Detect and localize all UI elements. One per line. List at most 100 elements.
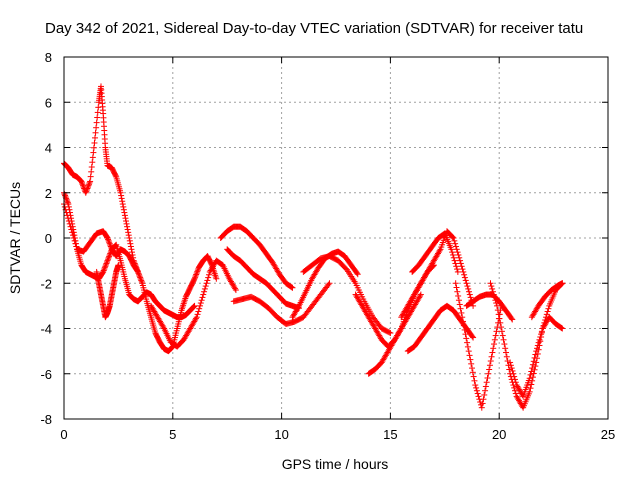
data-point [454, 268, 461, 275]
data-point [118, 192, 125, 199]
x-tick-label: 10 [274, 427, 288, 442]
data-point [509, 367, 516, 374]
data-point [533, 348, 540, 355]
data-point [503, 349, 509, 356]
data-points [61, 83, 566, 411]
data-point [466, 352, 473, 359]
data-point [194, 311, 201, 318]
data-point [191, 276, 198, 283]
data-point [469, 333, 476, 340]
data-point [470, 373, 477, 380]
data-point [193, 270, 200, 277]
data-point [200, 291, 207, 298]
data-point [107, 243, 114, 250]
data-point [457, 260, 464, 267]
series-arc-8 [230, 280, 333, 327]
data-point [500, 336, 507, 343]
data-point [126, 237, 133, 244]
y-tick-label: -8 [40, 412, 52, 427]
data-point [232, 287, 239, 294]
data-point [469, 369, 476, 376]
data-point [88, 168, 95, 175]
data-point [473, 387, 480, 394]
data-point [82, 189, 89, 196]
data-point [354, 271, 361, 278]
data-point [64, 199, 71, 206]
data-point [72, 240, 79, 247]
data-point [138, 278, 145, 285]
data-point [489, 288, 496, 295]
data-point [482, 387, 489, 394]
data-point [71, 237, 78, 244]
series-arc-17 [463, 291, 516, 323]
y-tick-label: 2 [45, 186, 52, 201]
data-point [507, 362, 514, 369]
data-point [87, 178, 94, 185]
data-point [387, 330, 394, 337]
data-point [119, 201, 126, 208]
data-point [465, 285, 472, 292]
data-point [498, 324, 505, 331]
data-point [125, 229, 132, 236]
data-point [495, 311, 502, 318]
data-point [466, 288, 473, 295]
data-point [489, 349, 496, 356]
data-point [534, 345, 541, 352]
data-point [127, 243, 134, 250]
data-point [487, 358, 494, 365]
data-point [295, 304, 302, 311]
data-point [467, 356, 474, 363]
data-point [480, 396, 487, 403]
data-point [69, 229, 76, 236]
x-tick-label: 20 [492, 427, 506, 442]
data-point [467, 294, 474, 301]
x-tick-label: 5 [169, 427, 176, 442]
data-point [497, 319, 504, 326]
data-point [479, 400, 486, 407]
data-point [67, 223, 74, 230]
data-point [105, 236, 112, 243]
data-point [101, 264, 108, 271]
data-point [484, 374, 491, 381]
data-point [558, 324, 565, 331]
data-point [104, 257, 111, 264]
data-point [100, 267, 107, 274]
data-point [453, 246, 460, 253]
data-point [460, 318, 467, 325]
data-point [529, 365, 536, 372]
data-point [101, 266, 108, 273]
data-point [436, 247, 443, 254]
y-tick-label: -6 [40, 367, 52, 382]
data-point [452, 280, 459, 287]
data-point [106, 253, 113, 260]
data-point [449, 249, 456, 256]
data-point [512, 379, 519, 386]
data-point [353, 270, 360, 277]
data-point [386, 329, 393, 336]
data-point [483, 379, 490, 386]
data-point [536, 336, 543, 343]
data-point [535, 339, 542, 346]
series-arc-2 [61, 189, 198, 321]
series-arc-5 [148, 257, 239, 350]
data-point [538, 328, 545, 335]
data-point [68, 226, 75, 233]
data-point [138, 277, 145, 284]
data-point [462, 277, 469, 284]
data-point [104, 235, 111, 241]
data-point [493, 300, 500, 307]
data-point [120, 203, 127, 210]
data-point [117, 189, 124, 196]
data-point [498, 328, 505, 335]
data-point [455, 292, 462, 299]
data-point [83, 186, 90, 193]
data-point [461, 271, 468, 278]
data-point [544, 308, 551, 315]
data-point [191, 275, 198, 282]
data-point [507, 359, 514, 366]
data-point [106, 240, 113, 247]
data-point [531, 354, 538, 361]
data-point [205, 271, 212, 278]
data-point [119, 198, 126, 205]
data-point [86, 179, 93, 186]
